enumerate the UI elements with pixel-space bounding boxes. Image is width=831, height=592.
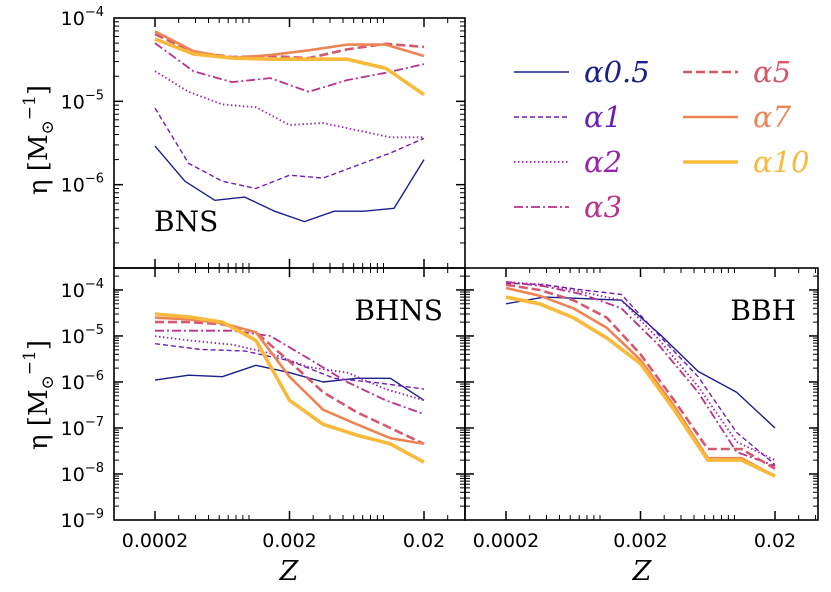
series-line-bhns-a7 (154, 316, 425, 446)
x-tick-label: 0.002 (613, 530, 667, 552)
y-tick-label: 10−4 (61, 5, 104, 30)
y-tick-label: 10−6 (61, 172, 104, 197)
y-tick-label: 10−9 (61, 507, 104, 532)
y-tick-label: 10−7 (61, 415, 104, 440)
y-tick-label: 10−5 (61, 323, 104, 348)
panel-bns: 10−6 10−5 10−4 BNS (61, 5, 466, 269)
series-line-bbh-a10 (505, 295, 776, 478)
series-line-bns-a3 (154, 42, 425, 93)
series-line-bhns-a05 (154, 364, 425, 401)
panel-bhns: 0.0002 0.002 0.02 10−9 10−8 10−7 10−6 10−5 10−4 B… (61, 267, 466, 552)
legend-label-a5: α5 (753, 55, 791, 89)
series-line-bhns-a3 (155, 329, 425, 415)
panel-label-bbh: BBH (730, 294, 796, 327)
y-tick-label: 10−5 (61, 88, 104, 113)
panel-label-bns: BNS (154, 205, 218, 238)
series-line-bhns-a5 (155, 320, 425, 446)
y-axis-label-bottom: η [M⊙−1] (20, 340, 58, 450)
y-tick-label: 10−4 (61, 277, 104, 302)
series-line-bns-a2 (154, 70, 424, 139)
legend-label-a3: α3 (584, 190, 622, 224)
legend-label-a2: α2 (584, 145, 622, 179)
y-tick-label: 10−8 (61, 461, 104, 486)
legend-label-a05: α0.5 (584, 55, 650, 89)
series-line-bbh-a5 (505, 283, 776, 470)
series-line-bbh-a3 (505, 281, 776, 467)
x-tick-label: 0.0002 (122, 530, 188, 552)
series-line-bns-a7 (154, 30, 425, 60)
legend: α0.5 α1 α2 α3 α5 α7 α10 (514, 55, 810, 224)
y-tick-label: 10−6 (61, 369, 104, 394)
series-group (505, 281, 776, 478)
legend-label-a10: α10 (753, 145, 810, 179)
series-line-bhns-a1 (154, 343, 425, 390)
series-line-bns-a10 (154, 37, 426, 97)
panel-frame (464, 267, 819, 521)
series-line-bbh-a7 (505, 286, 776, 478)
x-axis-label-left: Z (279, 556, 300, 587)
series-line-bbh-a2 (505, 281, 776, 461)
panel-label-bhns: BHNS (354, 294, 443, 327)
x-axis-label-right: Z (632, 556, 653, 587)
series-line-bns-a05 (154, 145, 425, 223)
x-tick-label: 0.02 (754, 530, 796, 552)
series-line-bhns-a10 (154, 312, 425, 464)
y-axis-label-top: η [M⊙−1] (20, 85, 58, 195)
series-line-bhns-a2 (154, 335, 425, 402)
series-line-bbh-a05 (505, 296, 776, 429)
axes-layer: 10−6 10−5 10−4 BNS 0.0002 0.002 0.02 10−9 10−8 10… (61, 5, 819, 552)
series-line-bns-a1 (154, 107, 425, 190)
series-group (154, 312, 425, 464)
x-tick-label: 0.002 (262, 530, 316, 552)
legend-label-a1: α1 (584, 100, 622, 134)
series-group (154, 30, 426, 223)
x-tick-label: 0.0002 (473, 530, 539, 552)
panel-bbh: 0.0002 0.002 0.02 BBH (464, 267, 819, 552)
legend-label-a7: α7 (753, 100, 792, 134)
x-tick-label: 0.02 (403, 530, 445, 552)
